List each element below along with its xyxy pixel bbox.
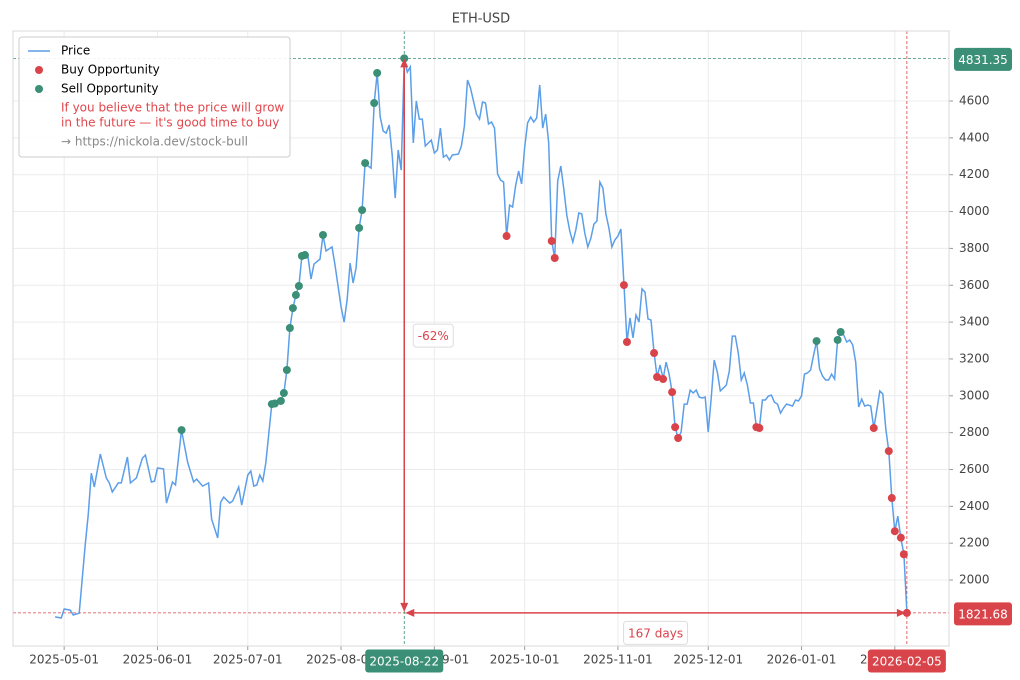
y-tick-label: 3400 — [959, 315, 990, 329]
change-label: -62% — [418, 329, 449, 343]
y-tick-label: 2800 — [959, 425, 990, 439]
trough-date-label-box — [867, 649, 946, 673]
x-tick-label: 2025-12-01 — [673, 653, 743, 667]
marks — [54, 54, 911, 619]
overlay: -62% 167 days 4831.35 1821.68 2025-08-22 2026… — [18, 36, 1012, 673]
x-tick-label: 2026-01-01 — [767, 653, 837, 667]
signal-point — [370, 99, 379, 108]
legend-swatch — [35, 66, 43, 74]
peak-date-label-box — [365, 649, 444, 673]
y-tick-label: 2200 — [959, 536, 990, 550]
signal-point — [659, 375, 668, 384]
signal-point — [318, 230, 327, 239]
signal-point — [671, 423, 680, 432]
signal-point — [668, 388, 677, 397]
legend: Price Buy Opportunity Sell Opportunity If y… — [18, 36, 291, 158]
y-tick-label: 4200 — [959, 167, 990, 181]
signal-point — [282, 366, 291, 375]
duration-label: 167 days — [628, 626, 683, 640]
y-tick-label: 4400 — [959, 130, 990, 144]
signal-point — [899, 550, 908, 559]
signal-point — [291, 291, 300, 300]
arrow-head — [405, 608, 415, 617]
arrow-head — [400, 602, 409, 612]
y-tick-label: 3000 — [959, 388, 990, 402]
signal-point — [294, 281, 303, 290]
signal-point — [887, 494, 896, 503]
trough-price-label: 1821.68 — [958, 607, 1008, 621]
signal-point — [902, 608, 911, 617]
peak-price-label: 4831.35 — [958, 53, 1008, 67]
chart-title: ETH-USD — [452, 12, 510, 27]
peak-date-label: 2025-08-22 — [369, 655, 439, 669]
legend-label: Sell Opportunity — [61, 82, 159, 96]
plot-frame — [12, 30, 950, 647]
signal-point — [884, 447, 893, 456]
signal-point — [653, 373, 662, 382]
y-tick-label: 3600 — [959, 278, 990, 292]
x-tick-label: 2025-07-01 — [213, 653, 283, 667]
legend-label: Price — [61, 44, 90, 58]
peak-price-label-box — [954, 47, 1012, 71]
signal-point — [896, 533, 905, 542]
arrow-head — [896, 608, 906, 617]
signal-point — [502, 232, 511, 241]
signal-point — [355, 223, 364, 232]
signal-point — [373, 69, 382, 78]
signal-point — [755, 424, 764, 433]
x-tick-label: 2025-11-01 — [583, 653, 653, 667]
signal-point — [650, 349, 659, 358]
trough-price-label-box — [954, 602, 1012, 626]
signal-point — [270, 399, 279, 408]
signal-point — [358, 206, 367, 215]
legend-swatch — [35, 85, 43, 93]
arrow-head — [400, 58, 409, 68]
signal-point — [833, 335, 842, 344]
y-tick-label: 4600 — [959, 94, 990, 108]
change-label-box — [412, 323, 454, 348]
signal-point — [361, 159, 370, 168]
price-line — [54, 58, 908, 619]
signal-point — [622, 338, 631, 347]
signal-point — [276, 396, 285, 405]
signal-point — [674, 433, 683, 442]
y-tick-label: 2600 — [959, 462, 990, 476]
y-tick-label: 3200 — [959, 351, 990, 365]
x-tick-label: 2025-10-01 — [490, 653, 560, 667]
signal-point — [300, 251, 309, 260]
y-tick-label: 2000 — [959, 573, 990, 587]
signal-point — [890, 527, 899, 536]
signal-point — [869, 424, 878, 433]
duration-label-box — [623, 620, 689, 645]
grid: 2000 2200 2400 2600 2800 3000 3200 3400 3600 3800… — [13, 31, 990, 667]
legend-label: Buy Opportunity — [61, 63, 160, 77]
legend-note: If you believe that the price will grow — [61, 101, 284, 115]
trough-date-label: 2026-02-05 — [872, 655, 942, 669]
y-tick-label: 4000 — [959, 204, 990, 218]
signal-point — [619, 281, 628, 290]
signal-point — [285, 323, 294, 332]
signal-point — [547, 237, 556, 246]
signal-point — [550, 253, 559, 262]
y-tick-label: 2400 — [959, 499, 990, 513]
y-tick-label: 3800 — [959, 241, 990, 255]
x-tick-label: 2025-05-01 — [29, 653, 99, 667]
signal-point — [836, 328, 845, 337]
signal-point — [279, 389, 288, 398]
signal-point — [812, 337, 821, 346]
legend-note: in the future — it's good time to buy — [61, 116, 279, 130]
signal-point — [177, 426, 186, 435]
signal-point — [288, 304, 297, 313]
legend-box — [18, 36, 291, 158]
legend-link: → https://nickola.dev/stock-bull — [61, 135, 248, 149]
x-tick-label: 2025-06-01 — [123, 653, 193, 667]
x-tick-label: 2025-08-01 — [306, 653, 376, 667]
